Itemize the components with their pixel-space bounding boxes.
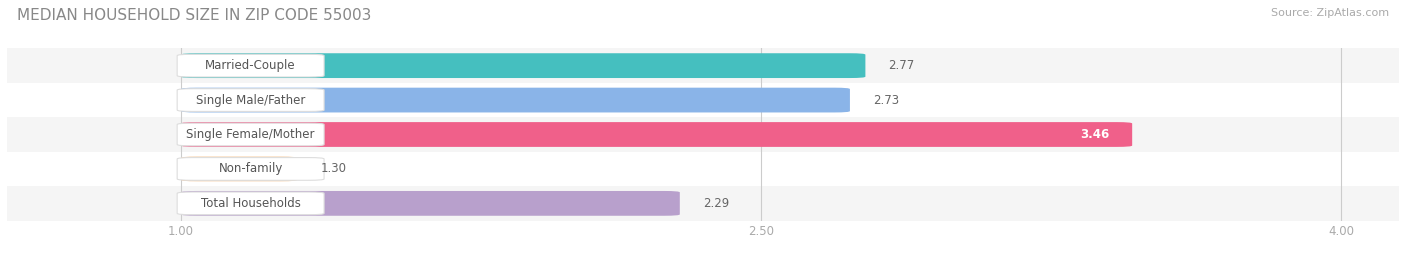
Text: Single Female/Mother: Single Female/Mother xyxy=(187,128,315,141)
Text: 1.30: 1.30 xyxy=(321,162,346,175)
Text: Non-family: Non-family xyxy=(218,162,283,175)
FancyBboxPatch shape xyxy=(181,157,297,181)
FancyBboxPatch shape xyxy=(181,191,681,216)
FancyBboxPatch shape xyxy=(177,89,325,111)
Text: Total Households: Total Households xyxy=(201,197,301,210)
Text: 2.73: 2.73 xyxy=(873,94,900,107)
Bar xyxy=(7,117,1399,152)
FancyBboxPatch shape xyxy=(177,192,325,215)
FancyBboxPatch shape xyxy=(181,88,849,112)
Text: Single Male/Father: Single Male/Father xyxy=(195,94,305,107)
Text: Source: ZipAtlas.com: Source: ZipAtlas.com xyxy=(1271,8,1389,18)
FancyBboxPatch shape xyxy=(177,158,325,180)
Text: 3.46: 3.46 xyxy=(1080,128,1109,141)
Bar xyxy=(7,48,1399,83)
FancyBboxPatch shape xyxy=(177,54,325,77)
Text: MEDIAN HOUSEHOLD SIZE IN ZIP CODE 55003: MEDIAN HOUSEHOLD SIZE IN ZIP CODE 55003 xyxy=(17,8,371,23)
FancyBboxPatch shape xyxy=(181,122,1132,147)
FancyBboxPatch shape xyxy=(177,123,325,146)
Bar xyxy=(7,152,1399,186)
Text: 2.77: 2.77 xyxy=(889,59,915,72)
Text: 2.29: 2.29 xyxy=(703,197,730,210)
FancyBboxPatch shape xyxy=(181,53,865,78)
Bar xyxy=(7,186,1399,221)
Bar xyxy=(7,83,1399,117)
Text: Married-Couple: Married-Couple xyxy=(205,59,295,72)
